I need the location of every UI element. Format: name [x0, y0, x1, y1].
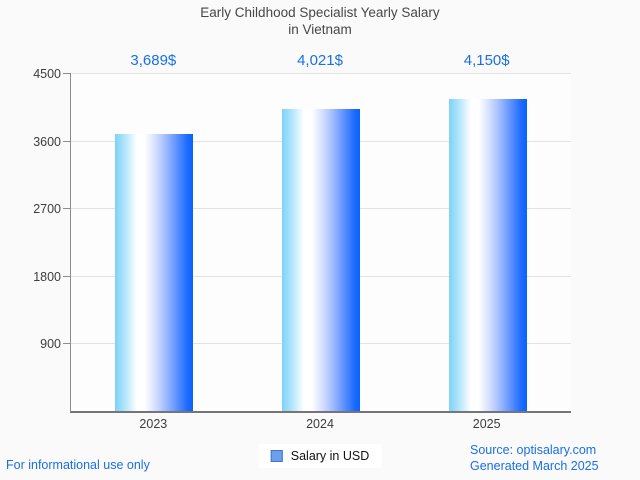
plot-area [63, 73, 571, 413]
generated-line: Generated March 2025 [470, 459, 599, 473]
x-axis-label-2023: 2023 [139, 417, 168, 431]
y-axis-label: 4500 [33, 67, 61, 81]
disclaimer-text: For informational use only [6, 458, 150, 472]
chart-title-line2: in Vietnam [288, 22, 352, 37]
bar-value-labels: 3,689$ 4,021$ 4,150$ [70, 52, 570, 70]
bar-value-label-2025: 4,150$ [463, 52, 510, 69]
y-axis-label: 3600 [33, 134, 61, 149]
y-axis-tick [63, 73, 70, 74]
bar-2024 [281, 108, 360, 411]
x-axis-labels: 2023 2024 2025 [70, 417, 570, 431]
source-line: Source: optisalary.com [470, 443, 597, 457]
x-axis-label-2024: 2024 [306, 417, 334, 431]
legend: Salary in USD [258, 444, 382, 468]
y-axis-labels: 900 1800 2700 3600 4500 [0, 67, 61, 411]
y-axis-tick [63, 343, 70, 345]
bar-2023 [115, 133, 194, 411]
chart-title: Early Childhood Specialist Yearly Salary… [0, 4, 640, 38]
legend-swatch-icon [270, 450, 283, 462]
legend-label: Salary in USD [290, 449, 370, 463]
bar-value-label-2024: 4,021$ [297, 52, 343, 69]
chart-title-line1: Early Childhood Specialist Yearly Salary [200, 5, 440, 20]
y-axis-tick [63, 275, 70, 277]
bar-value-label-2023: 3,689$ [130, 52, 177, 69]
bar-2025 [448, 99, 527, 411]
y-axis-tick [63, 140, 70, 142]
gridline [71, 73, 571, 74]
bars-row [71, 73, 571, 411]
source-info: Source: optisalary.com Generated March 2… [470, 442, 599, 474]
y-axis-label: 900 [40, 337, 61, 352]
x-axis-label-2025: 2025 [472, 417, 501, 431]
y-axis-label: 1800 [33, 269, 61, 284]
y-axis-tick [63, 208, 70, 210]
y-axis-label: 2700 [33, 202, 61, 217]
